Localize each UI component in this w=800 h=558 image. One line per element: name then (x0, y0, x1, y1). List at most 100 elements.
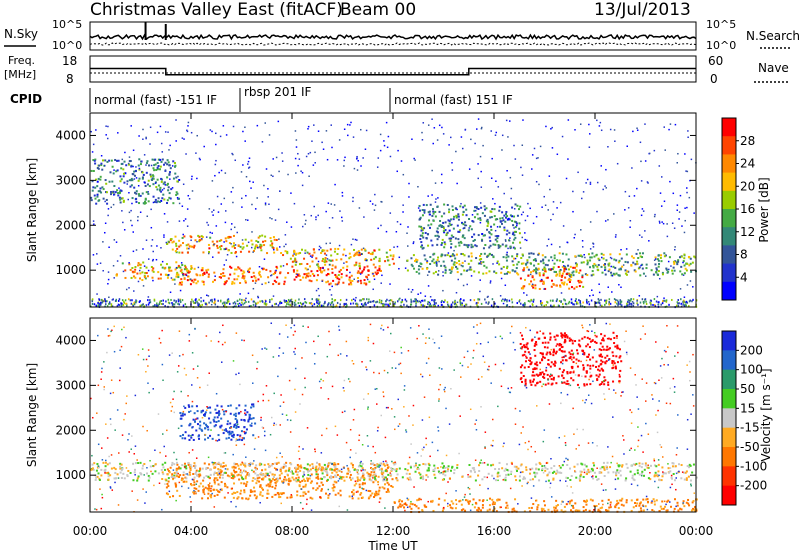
power-cell (593, 263, 595, 265)
power-cell (220, 300, 222, 302)
power-cell (171, 238, 173, 240)
velocity-cell (220, 465, 222, 467)
power-cell (651, 269, 653, 271)
power-cell (122, 222, 124, 224)
power-cell (407, 260, 409, 262)
power-cell (555, 271, 557, 273)
power-cell (670, 123, 672, 125)
power-cell (169, 192, 171, 194)
velocity-cell (194, 487, 196, 489)
power-cell (436, 262, 438, 264)
velocity-cell (519, 475, 521, 477)
power-cell (588, 124, 590, 126)
power-cell (326, 274, 328, 276)
power-cell (481, 127, 483, 129)
power-cell (554, 257, 556, 259)
power-cell (509, 246, 511, 248)
power-cell (664, 201, 666, 203)
power-cell (528, 253, 530, 255)
velocity-cell (361, 465, 363, 467)
velocity-cell (418, 507, 420, 509)
power-cell (346, 265, 348, 267)
power-cell (195, 282, 197, 284)
power-cell (660, 192, 662, 194)
power-cell (309, 265, 311, 267)
power-cell (574, 237, 576, 239)
power-cell (153, 164, 155, 166)
power-cell (573, 288, 575, 290)
power-cell (380, 270, 382, 272)
power-cell (480, 222, 482, 224)
velocity-cell (480, 509, 482, 511)
velocity-cell (530, 384, 532, 386)
power-cell (490, 245, 492, 247)
power-cell (590, 183, 592, 185)
velocity-cell (150, 465, 152, 467)
power-cell (208, 273, 210, 275)
velocity-cell (193, 484, 195, 486)
power-cell (159, 168, 161, 170)
power-cell (471, 255, 473, 257)
power-cell (393, 263, 395, 265)
power-cell (552, 260, 554, 262)
power-cell (667, 236, 669, 238)
velocity-cell (427, 476, 429, 478)
power-cell (126, 289, 128, 291)
velocity-cell (266, 485, 268, 487)
power-cell (153, 271, 155, 273)
velocity-cell (114, 472, 116, 474)
velocity-cell (243, 491, 245, 493)
colorbar-swatch (722, 154, 736, 173)
velocity-cell (528, 507, 530, 509)
power-cell (375, 301, 377, 303)
power-cell (233, 282, 235, 284)
freq-panel: Freq. [MHz] 18 8 60 0 Nave (4, 54, 790, 86)
power-cell (692, 299, 694, 301)
power-cell (522, 254, 524, 256)
power-cell (686, 263, 688, 265)
power-cell (203, 146, 205, 148)
velocity-cell (399, 499, 401, 501)
power-cell (590, 248, 592, 250)
velocity-cell (617, 347, 619, 349)
velocity-cell (415, 505, 417, 507)
power-cell (308, 126, 310, 128)
power-cell (526, 294, 528, 296)
power-cell (454, 264, 456, 266)
power-cell (97, 263, 99, 265)
power-cell (185, 303, 187, 305)
power-cell (566, 283, 568, 285)
power-cell (555, 275, 557, 277)
velocity-cell (650, 465, 652, 467)
power-cell (244, 140, 246, 142)
power-cell (163, 198, 165, 200)
power-cell (98, 200, 100, 202)
velocity-cell (536, 332, 538, 334)
power-cell (136, 300, 138, 302)
power-cell (558, 305, 560, 307)
power-cell (139, 270, 141, 272)
velocity-cell (359, 479, 361, 481)
velocity-cell (255, 497, 257, 499)
power-cell (609, 269, 611, 271)
velocity-cell (498, 468, 500, 470)
velocity-cell (223, 462, 225, 464)
velocity-cell (640, 510, 642, 512)
velocity-cell (244, 462, 246, 464)
power-cell (381, 301, 383, 303)
velocity-cell (324, 464, 326, 466)
power-cell (516, 225, 518, 227)
velocity-cell (447, 468, 449, 470)
power-cell (634, 195, 636, 197)
power-cell (509, 237, 511, 239)
velocity-cell (245, 485, 247, 487)
power-cell (163, 164, 165, 166)
power-cell (222, 303, 224, 305)
velocity-cell (610, 338, 612, 340)
velocity-cell (307, 491, 309, 493)
power-cell (626, 303, 628, 305)
power-cell (150, 127, 152, 129)
power-cell (547, 209, 549, 211)
power-cell (218, 211, 220, 213)
velocity-cell (293, 479, 295, 481)
